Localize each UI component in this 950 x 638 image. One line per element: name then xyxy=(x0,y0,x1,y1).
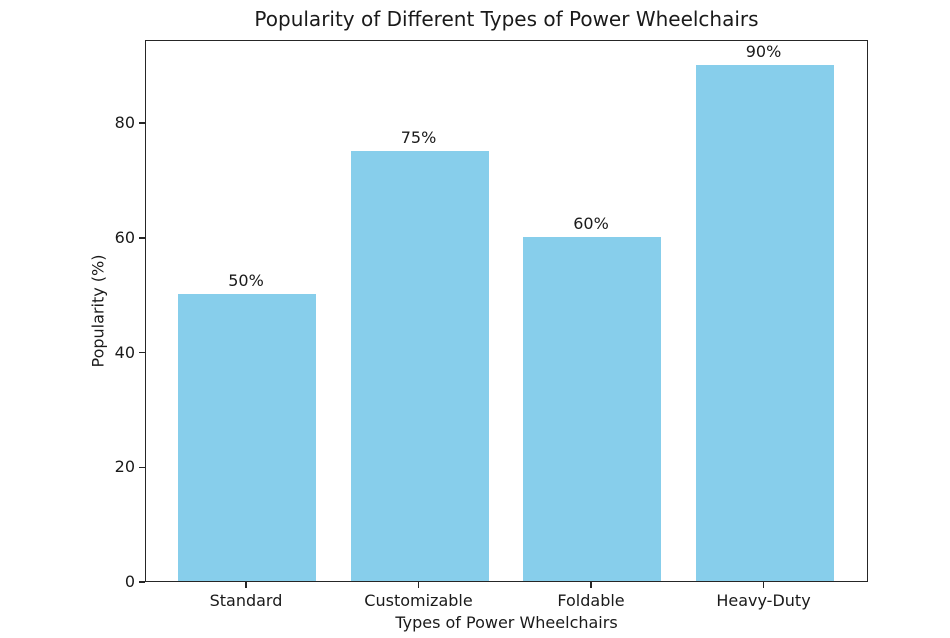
plot-area xyxy=(145,40,868,582)
chart-title: Popularity of Different Types of Power W… xyxy=(254,7,759,31)
x-tick-mark xyxy=(590,582,592,588)
x-tick-mark xyxy=(762,582,765,588)
bar-standard xyxy=(178,294,316,581)
x-tick-label: Customizable xyxy=(364,591,473,610)
bar-foldable xyxy=(523,236,661,581)
y-tick-mark xyxy=(139,466,145,469)
bar-customizable xyxy=(350,150,489,581)
y-tick-label: 60 xyxy=(114,227,135,247)
y-tick-mark xyxy=(139,581,145,583)
bar-value-label: 75% xyxy=(400,127,437,147)
y-tick-label: 40 xyxy=(114,342,135,362)
y-tick-mark xyxy=(139,237,145,239)
y-tick-label: 0 xyxy=(124,572,135,591)
bar-value-label: 50% xyxy=(228,271,264,291)
x-tick-label: Heavy-Duty xyxy=(716,591,811,610)
x-tick-label: Standard xyxy=(209,591,283,610)
x-tick-mark xyxy=(417,582,420,588)
x-tick-mark xyxy=(245,582,247,588)
y-tick-mark xyxy=(139,122,145,124)
y-tick-mark xyxy=(139,351,145,354)
bar-value-label: 90% xyxy=(745,41,782,61)
y-tick-label: 80 xyxy=(114,113,135,133)
x-tick-label: Foldable xyxy=(557,591,625,610)
y-tick-label: 20 xyxy=(114,457,135,477)
x-axis-label: Types of Power Wheelchairs xyxy=(395,613,618,632)
bar-heavy-duty xyxy=(695,64,834,581)
bar-value-label: 60% xyxy=(573,213,609,233)
